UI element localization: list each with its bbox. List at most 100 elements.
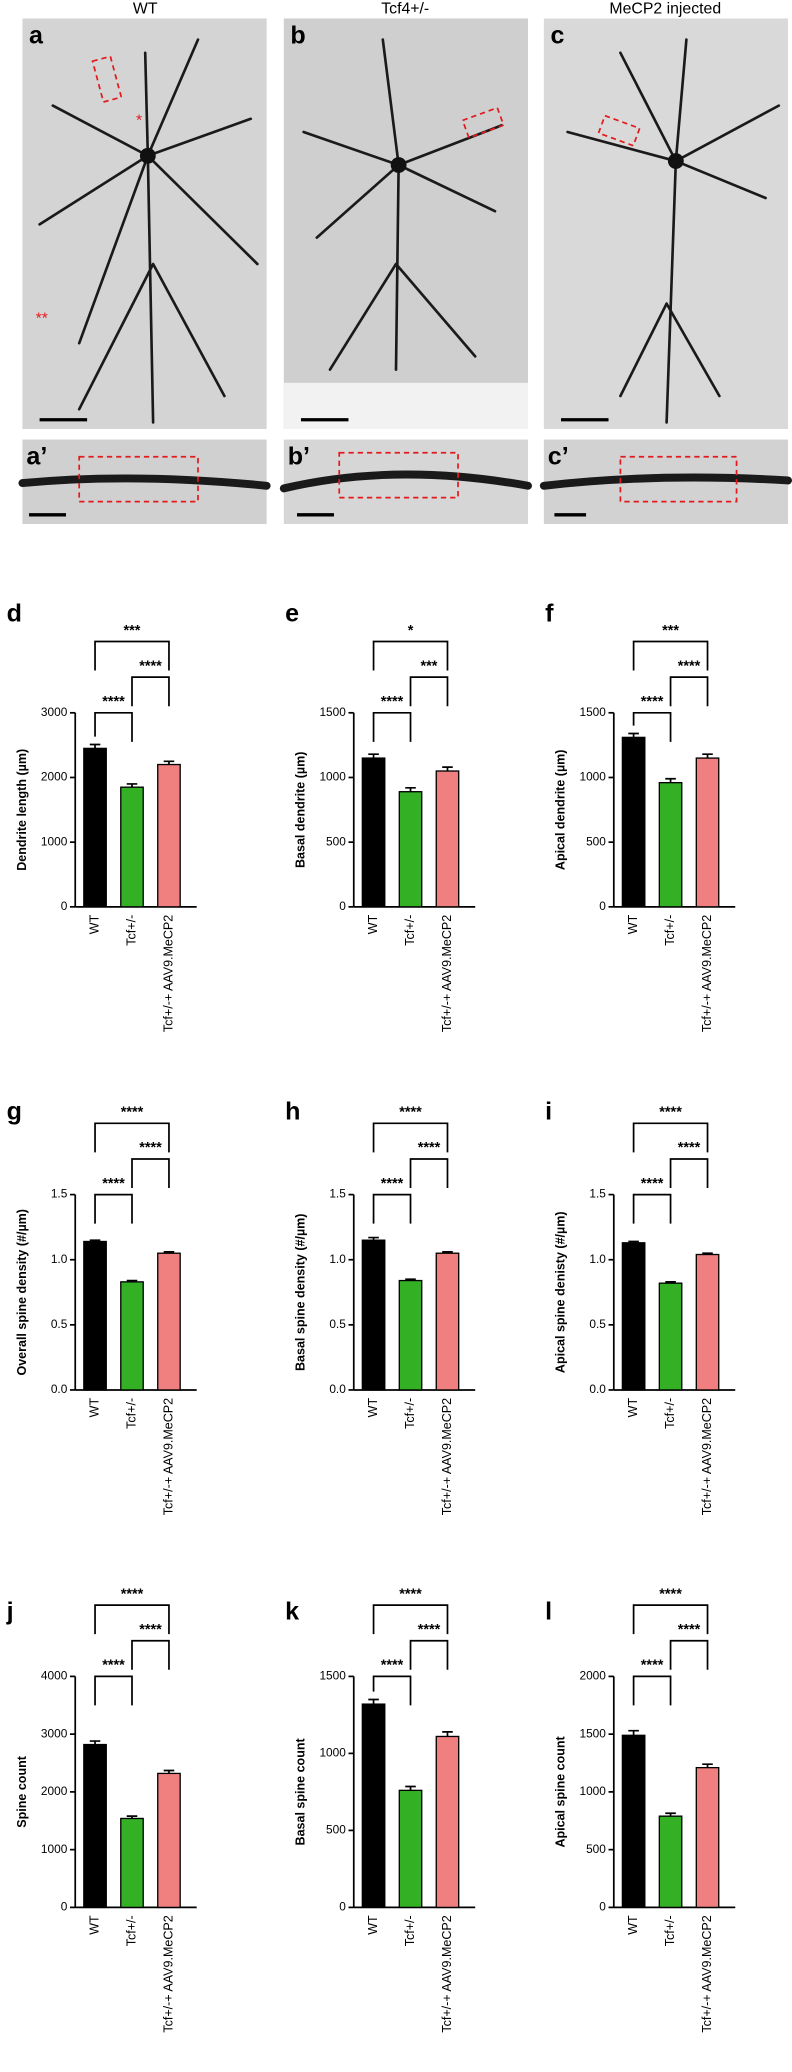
significance-bracket: [632, 1675, 672, 1706]
x-tick-label: WT: [87, 914, 101, 934]
significance-label: ****: [121, 1105, 144, 1121]
y-tick-label: 1000: [41, 834, 68, 848]
bar: [435, 1252, 460, 1391]
x-tick-label: WT: [626, 914, 640, 934]
y-tick-label: 1.0: [51, 1252, 68, 1266]
panel-letter: j: [6, 1598, 14, 1626]
significance-label: ****: [139, 1622, 162, 1638]
significance-label: ****: [641, 1658, 664, 1674]
error-bar: [163, 1251, 175, 1254]
y-tick-label: 1500: [579, 1726, 606, 1740]
micrograph-panels: WT Tcf4+/- MeCP2 injected a b c a’ b’ c’…: [18, 0, 792, 525]
y-tick-label: 1.0: [329, 1252, 346, 1266]
bar: [398, 791, 423, 908]
bar: [621, 736, 646, 908]
image-mark: *: [136, 113, 142, 130]
error-bar: [368, 753, 379, 759]
significance-label: ****: [641, 694, 664, 710]
error-bar: [628, 732, 639, 738]
panel-letter: k: [285, 1598, 299, 1626]
significance-label: ****: [678, 1140, 701, 1156]
significance-label: ****: [659, 1105, 682, 1121]
inset-box: [91, 55, 123, 104]
x-tick-label: Tcf+/-: [124, 1398, 138, 1429]
y-tick-label: 1500: [579, 705, 606, 719]
x-tick-label: Tcf+/-: [124, 1915, 138, 1946]
y-tick-label: 2000: [41, 770, 68, 784]
y-axis-label: Spine count: [15, 1755, 29, 1827]
micrograph: [22, 18, 267, 429]
panel-title: WT: [133, 0, 158, 17]
bar: [658, 1815, 683, 1909]
y-tick-label: 3000: [41, 705, 68, 719]
error-bar: [442, 1730, 453, 1737]
dendrite: [539, 473, 792, 490]
significance-bracket: [131, 1639, 170, 1670]
significance-bracket: [94, 1675, 133, 1706]
error-bar: [442, 1251, 453, 1254]
x-tick-label: WT: [366, 914, 380, 934]
significance-bracket: [131, 1158, 170, 1188]
significance-label: ****: [381, 694, 404, 710]
significance-bracket: [372, 1604, 449, 1635]
y-tick-label: 0.0: [329, 1382, 346, 1396]
significance-bracket: [632, 1193, 672, 1224]
error-bar: [665, 777, 676, 783]
significance-bracket: [669, 676, 709, 707]
panel-title: MeCP2 injected: [609, 0, 721, 17]
y-tick-label: 1000: [319, 1746, 346, 1760]
y-axis-label: Basal spine count: [293, 1738, 307, 1846]
error-bar: [628, 1729, 639, 1736]
bar: [658, 781, 683, 908]
bar: [435, 1735, 460, 1909]
inset-box: [619, 455, 738, 503]
y-tick-label: 0: [339, 899, 346, 913]
significance-bracket: [94, 640, 170, 671]
x-tick-label: Tcf+/-: [663, 1915, 677, 1946]
significance-label: ****: [139, 658, 162, 674]
significance-bracket: [131, 676, 170, 707]
x-tick-label: Tcf+/-+ AAV9.MeCP2: [700, 1915, 714, 2032]
error-bar: [702, 753, 713, 759]
significance-label: ****: [678, 1622, 701, 1638]
bar: [83, 1743, 107, 1909]
x-tick-label: Tcf+/-+ AAV9.MeCP2: [440, 1398, 454, 1515]
significance-label: ****: [381, 1658, 404, 1674]
error-bar: [405, 786, 416, 792]
y-tick-label: 0: [61, 899, 68, 913]
y-tick-label: 500: [326, 1823, 346, 1837]
panel-letter: d: [7, 600, 22, 628]
bar: [658, 1282, 683, 1391]
bar: [695, 1253, 720, 1391]
bar: [398, 1279, 423, 1391]
significance-label: ****: [102, 1658, 125, 1674]
significance-label: ****: [121, 1586, 144, 1602]
dendrite: [18, 474, 271, 490]
panel-letter: a: [29, 22, 44, 50]
inset-box: [338, 451, 459, 499]
y-tick-label: 1500: [319, 705, 346, 719]
inset-box: [461, 106, 505, 139]
error-bar: [89, 743, 101, 749]
panel-letter: b: [290, 22, 305, 50]
panel-letter: c: [550, 22, 564, 50]
significance-label: ****: [399, 1586, 422, 1602]
dendrite: [38, 38, 259, 424]
x-tick-label: WT: [366, 1398, 380, 1418]
error-bar: [368, 1698, 379, 1705]
error-bar: [442, 766, 453, 772]
error-bar: [89, 1740, 101, 1745]
significance-bracket: [632, 1604, 709, 1635]
y-tick-label: 500: [586, 834, 606, 848]
x-tick-label: Tcf+/-+ AAV9.MeCP2: [161, 915, 175, 1032]
significance-bracket: [632, 640, 709, 671]
x-tick-label: WT: [626, 1915, 640, 1935]
significance-label: ****: [102, 1176, 125, 1192]
bar: [157, 1252, 181, 1391]
y-axis-label: Apical dendrite (µm): [553, 750, 567, 871]
significance-bracket: [372, 1193, 412, 1224]
bar: [621, 1734, 646, 1909]
significance-label: ****: [641, 1176, 664, 1192]
x-tick-label: Tcf+/-: [663, 915, 677, 946]
